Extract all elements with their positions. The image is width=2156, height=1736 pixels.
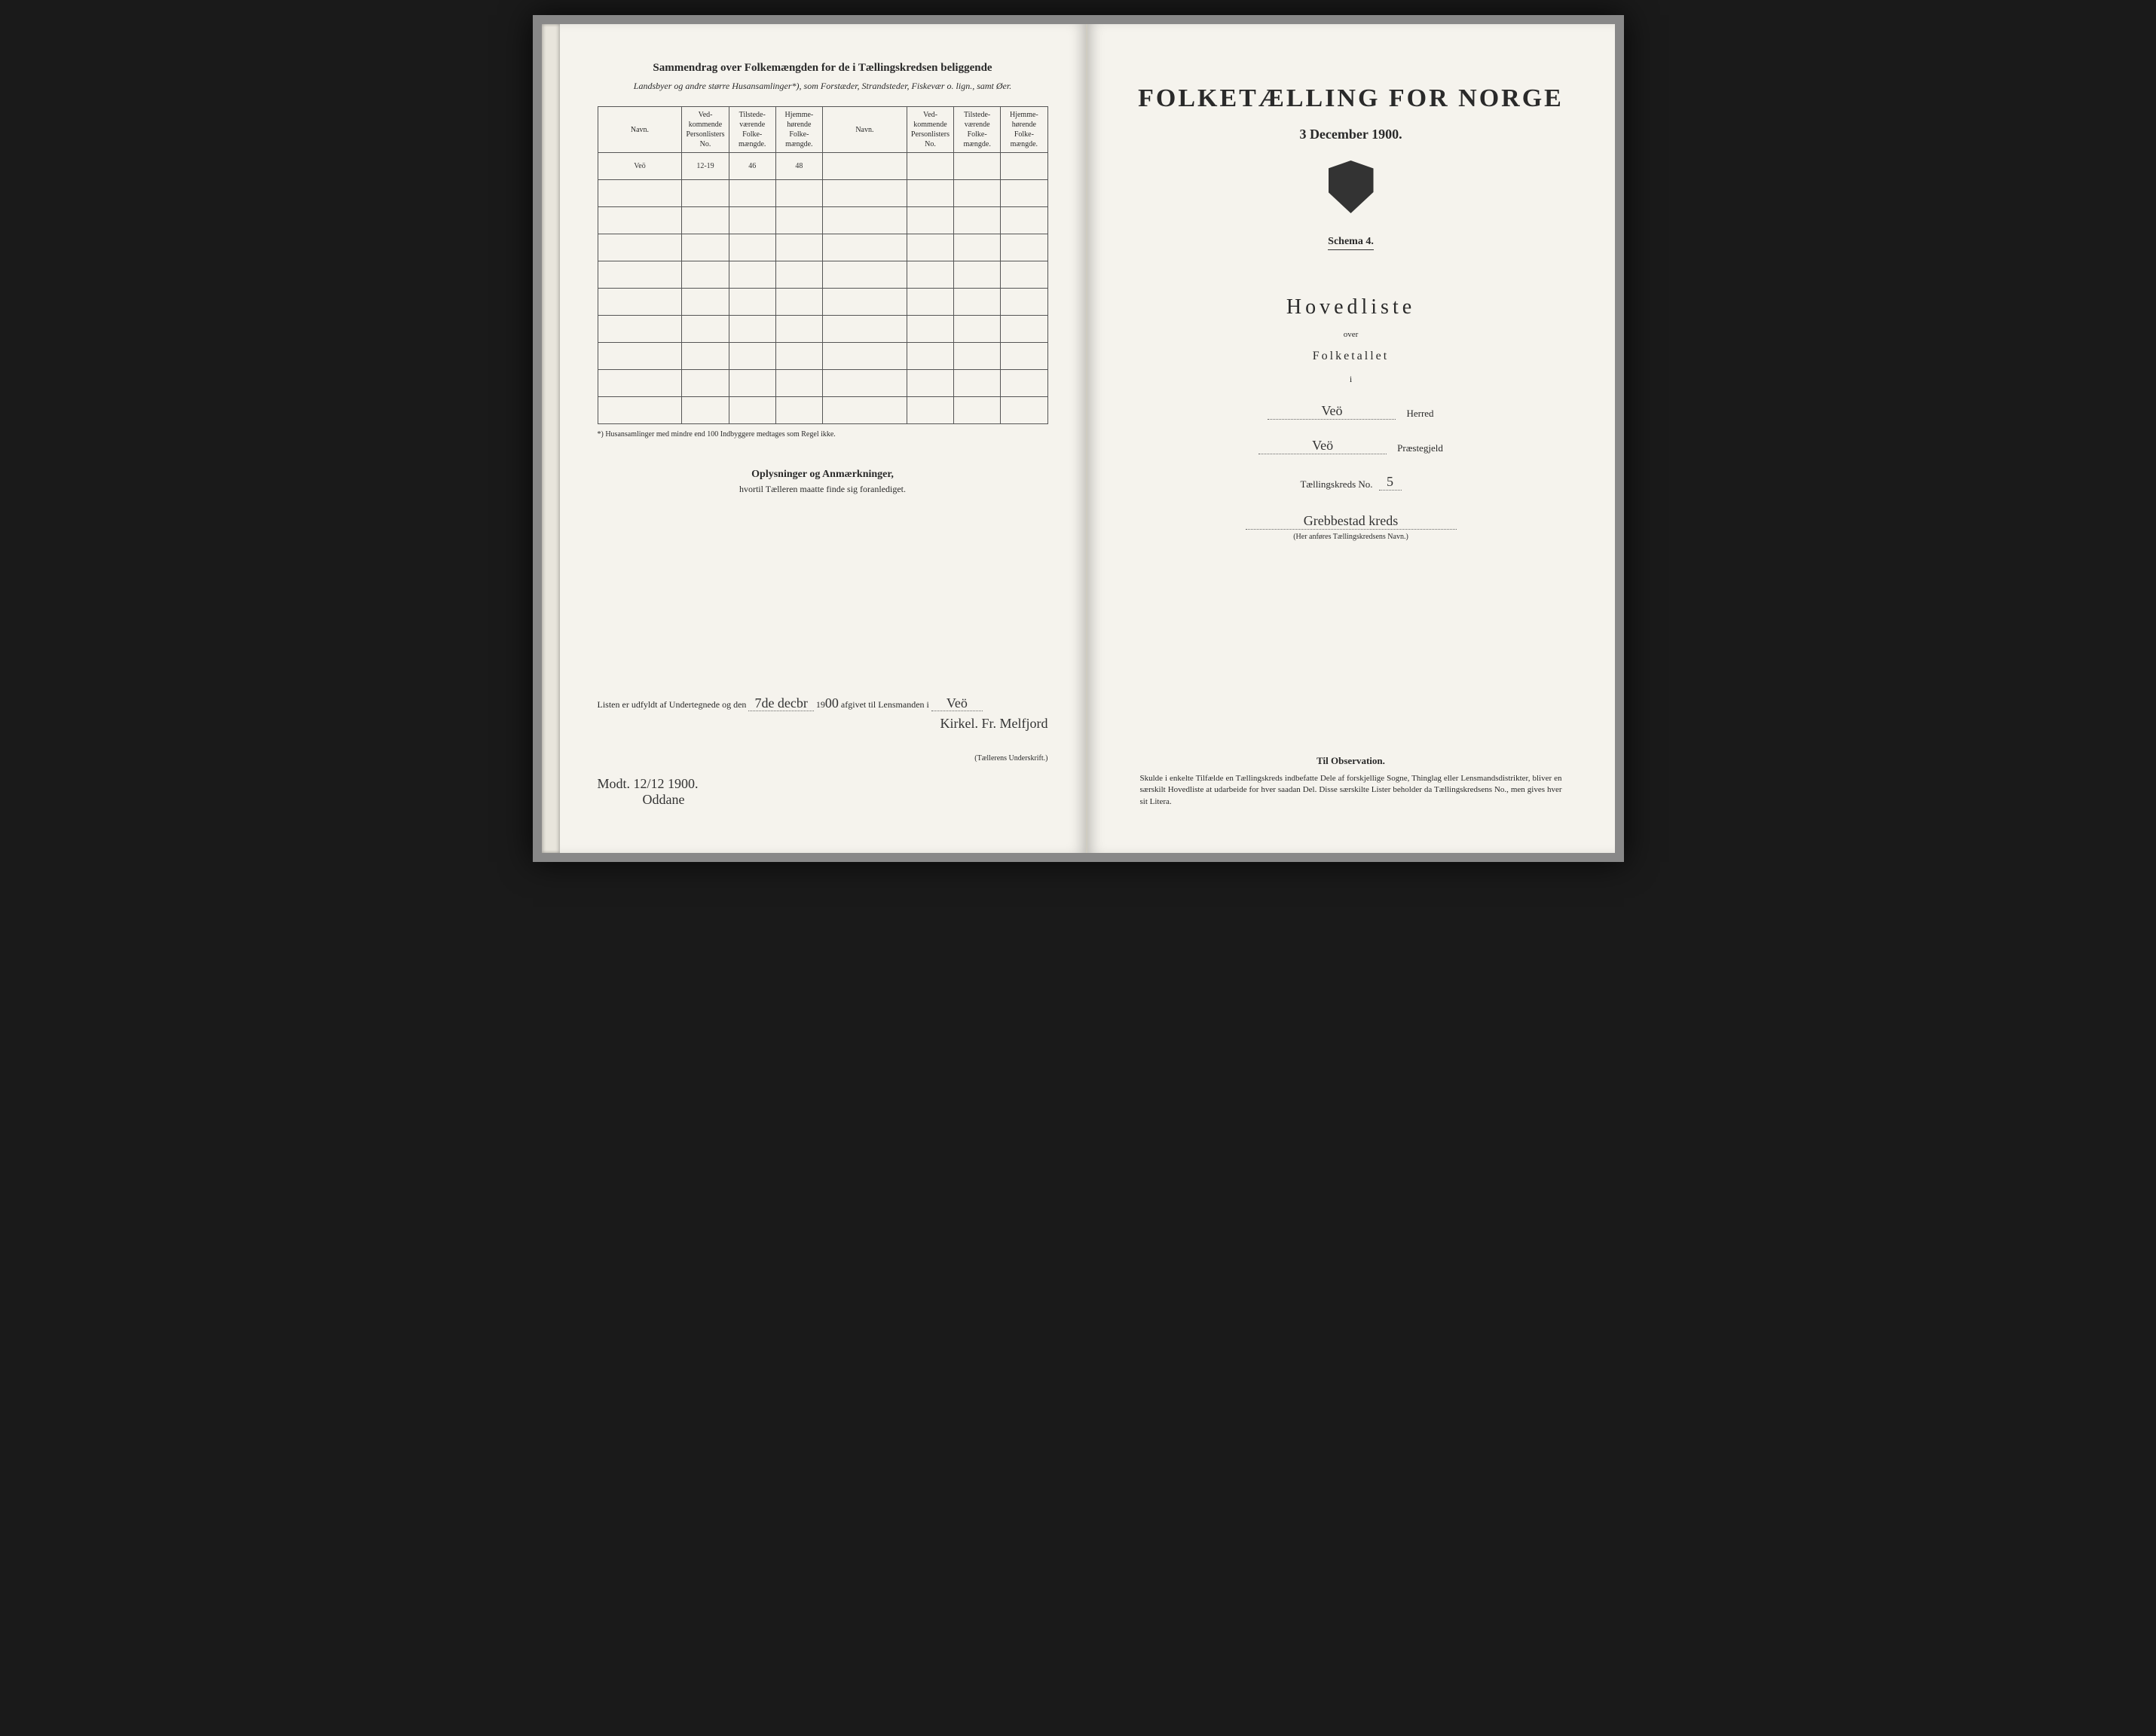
- over-label: over: [1344, 330, 1359, 339]
- kreds-no-row: Tællingskreds No. 5: [1300, 474, 1401, 491]
- summary-subtitle: Landsbyer og andre større Husansamlinger…: [598, 79, 1048, 93]
- listen-year-hw: 00: [825, 695, 839, 711]
- cell-hjemme-hw: 48: [775, 153, 822, 180]
- listen-day-hw: 7de decbr: [748, 695, 813, 711]
- left-page: Sammendrag over Folkemængden for de i Tæ…: [560, 24, 1087, 853]
- col-navn: Navn.: [598, 107, 682, 153]
- col-ved: Ved- kommende Personlisters No.: [682, 107, 729, 153]
- cell-navn-hw: Veö: [598, 153, 682, 180]
- kreds-name-hw: Grebbestad kreds: [1246, 513, 1457, 530]
- oplysninger-sub: hvortil Tælleren maatte finde sig foranl…: [598, 484, 1048, 495]
- herred-value-hw: Veö: [1268, 399, 1396, 420]
- table-row: [598, 370, 1047, 397]
- i-label: i: [1350, 374, 1352, 385]
- observation-text: Skulde i enkelte Tilfælde en Tællingskre…: [1140, 773, 1562, 808]
- kreds-no-hw: 5: [1379, 474, 1402, 491]
- col-navn-2: Navn.: [822, 107, 907, 153]
- col-tilstede: Tilstede- værende Folke- mængde.: [729, 107, 775, 153]
- listen-year-prefix: 19: [816, 699, 825, 710]
- book-spread: Sammendrag over Folkemængden for de i Tæ…: [533, 15, 1624, 862]
- left-page-edge: [542, 24, 560, 853]
- praestegjeld-row: Veö Præstegjeld: [1258, 433, 1443, 454]
- received-name-hw: Oddane: [643, 792, 1048, 808]
- herred-label: Herred: [1406, 408, 1433, 420]
- schema-label: Schema 4.: [1328, 236, 1374, 250]
- signature-hw: Kirkel. Fr. Melfjord: [598, 716, 1048, 732]
- coat-of-arms-icon: [1329, 160, 1374, 213]
- table-row: [598, 234, 1047, 261]
- table-row: [598, 261, 1047, 289]
- table-row: [598, 207, 1047, 234]
- census-date: 3 December 1900.: [1299, 127, 1402, 142]
- table-row: [598, 397, 1047, 424]
- col-ved-2: Ved- kommende Personlisters No.: [907, 107, 953, 153]
- right-page: FOLKETÆLLING FOR NORGE 3 December 1900. …: [1087, 24, 1615, 853]
- cell-tilstede-hw: 46: [729, 153, 775, 180]
- cell-empty: [1001, 153, 1047, 180]
- table-footnote: *) Husansamlinger med mindre end 100 Ind…: [598, 430, 1048, 439]
- herred-row: Veö Herred: [1268, 399, 1433, 420]
- table-row: [598, 180, 1047, 207]
- cell-empty: [822, 153, 907, 180]
- cell-empty: [954, 153, 1001, 180]
- signature-caption: (Tællerens Underskrift.): [598, 754, 1048, 763]
- folketallet-label: Folketallet: [1313, 350, 1389, 363]
- kreds-caption: (Her anføres Tællingskredsens Navn.): [1293, 533, 1408, 541]
- listen-line: Listen er udfyldt af Undertegnede og den…: [598, 695, 1048, 711]
- summary-table: Navn. Ved- kommende Personlisters No. Ti…: [598, 106, 1048, 424]
- col-tilstede-2: Tilstede- værende Folke- mængde.: [954, 107, 1001, 153]
- received-date-hw: Modt. 12/12 1900.: [598, 776, 1048, 792]
- praeste-label: Præstegjeld: [1397, 442, 1443, 454]
- bottom-signature-block: Listen er udfyldt af Undertegnede og den…: [598, 695, 1048, 808]
- observation-block: Til Observation. Skulde i enkelte Tilfæl…: [1140, 755, 1562, 808]
- listen-prefix: Listen er udfyldt af Undertegnede og den: [598, 699, 747, 710]
- cell-ved-hw: 12-19: [682, 153, 729, 180]
- kreds-label: Tællingskreds No.: [1300, 478, 1372, 491]
- cell-empty: [907, 153, 953, 180]
- main-title: FOLKETÆLLING FOR NORGE: [1138, 84, 1564, 113]
- listen-place-hw: Veö: [931, 695, 983, 711]
- table-row: [598, 316, 1047, 343]
- table-row: [598, 289, 1047, 316]
- col-hjemme-2: Hjemme- hørende Folke- mængde.: [1001, 107, 1047, 153]
- listen-mid: afgivet til Lensmanden i: [841, 699, 929, 710]
- table-row: [598, 343, 1047, 370]
- oplysninger-heading: Oplysninger og Anmærkninger,: [598, 469, 1048, 481]
- summary-title: Sammendrag over Folkemængden for de i Tæ…: [598, 62, 1048, 75]
- col-hjemme: Hjemme- hørende Folke- mængde.: [775, 107, 822, 153]
- table-row: Veö 12-19 46 48: [598, 153, 1047, 180]
- praeste-value-hw: Veö: [1258, 433, 1387, 454]
- observation-title: Til Observation.: [1140, 755, 1562, 767]
- table-header-row: Navn. Ved- kommende Personlisters No. Ti…: [598, 107, 1047, 153]
- hovedliste-heading: Hovedliste: [1286, 295, 1415, 319]
